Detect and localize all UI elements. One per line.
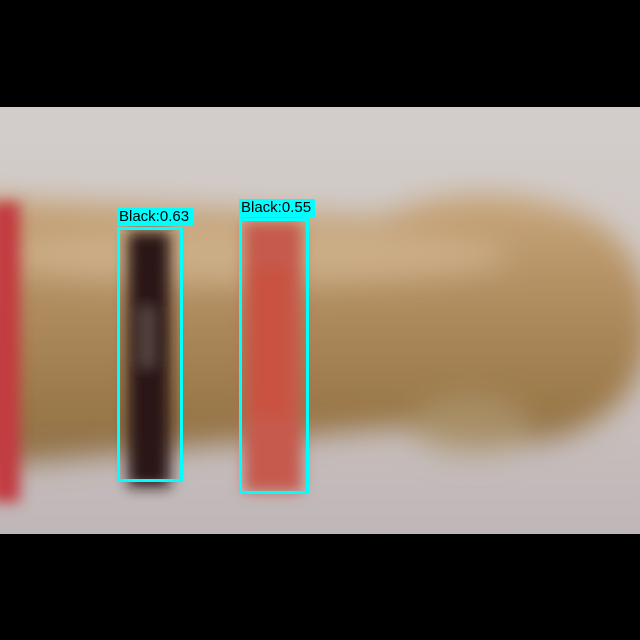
detection-box-red-band: [239, 218, 309, 494]
detection-box-black-band: [117, 227, 183, 482]
letterbox-bottom: [0, 534, 640, 640]
detection-label: Black:0.55: [239, 199, 316, 217]
resistor-photo: [0, 107, 640, 534]
detection-label: Black:0.63: [117, 208, 194, 226]
resistor-image: [0, 107, 640, 534]
letterbox-top: [0, 0, 640, 107]
